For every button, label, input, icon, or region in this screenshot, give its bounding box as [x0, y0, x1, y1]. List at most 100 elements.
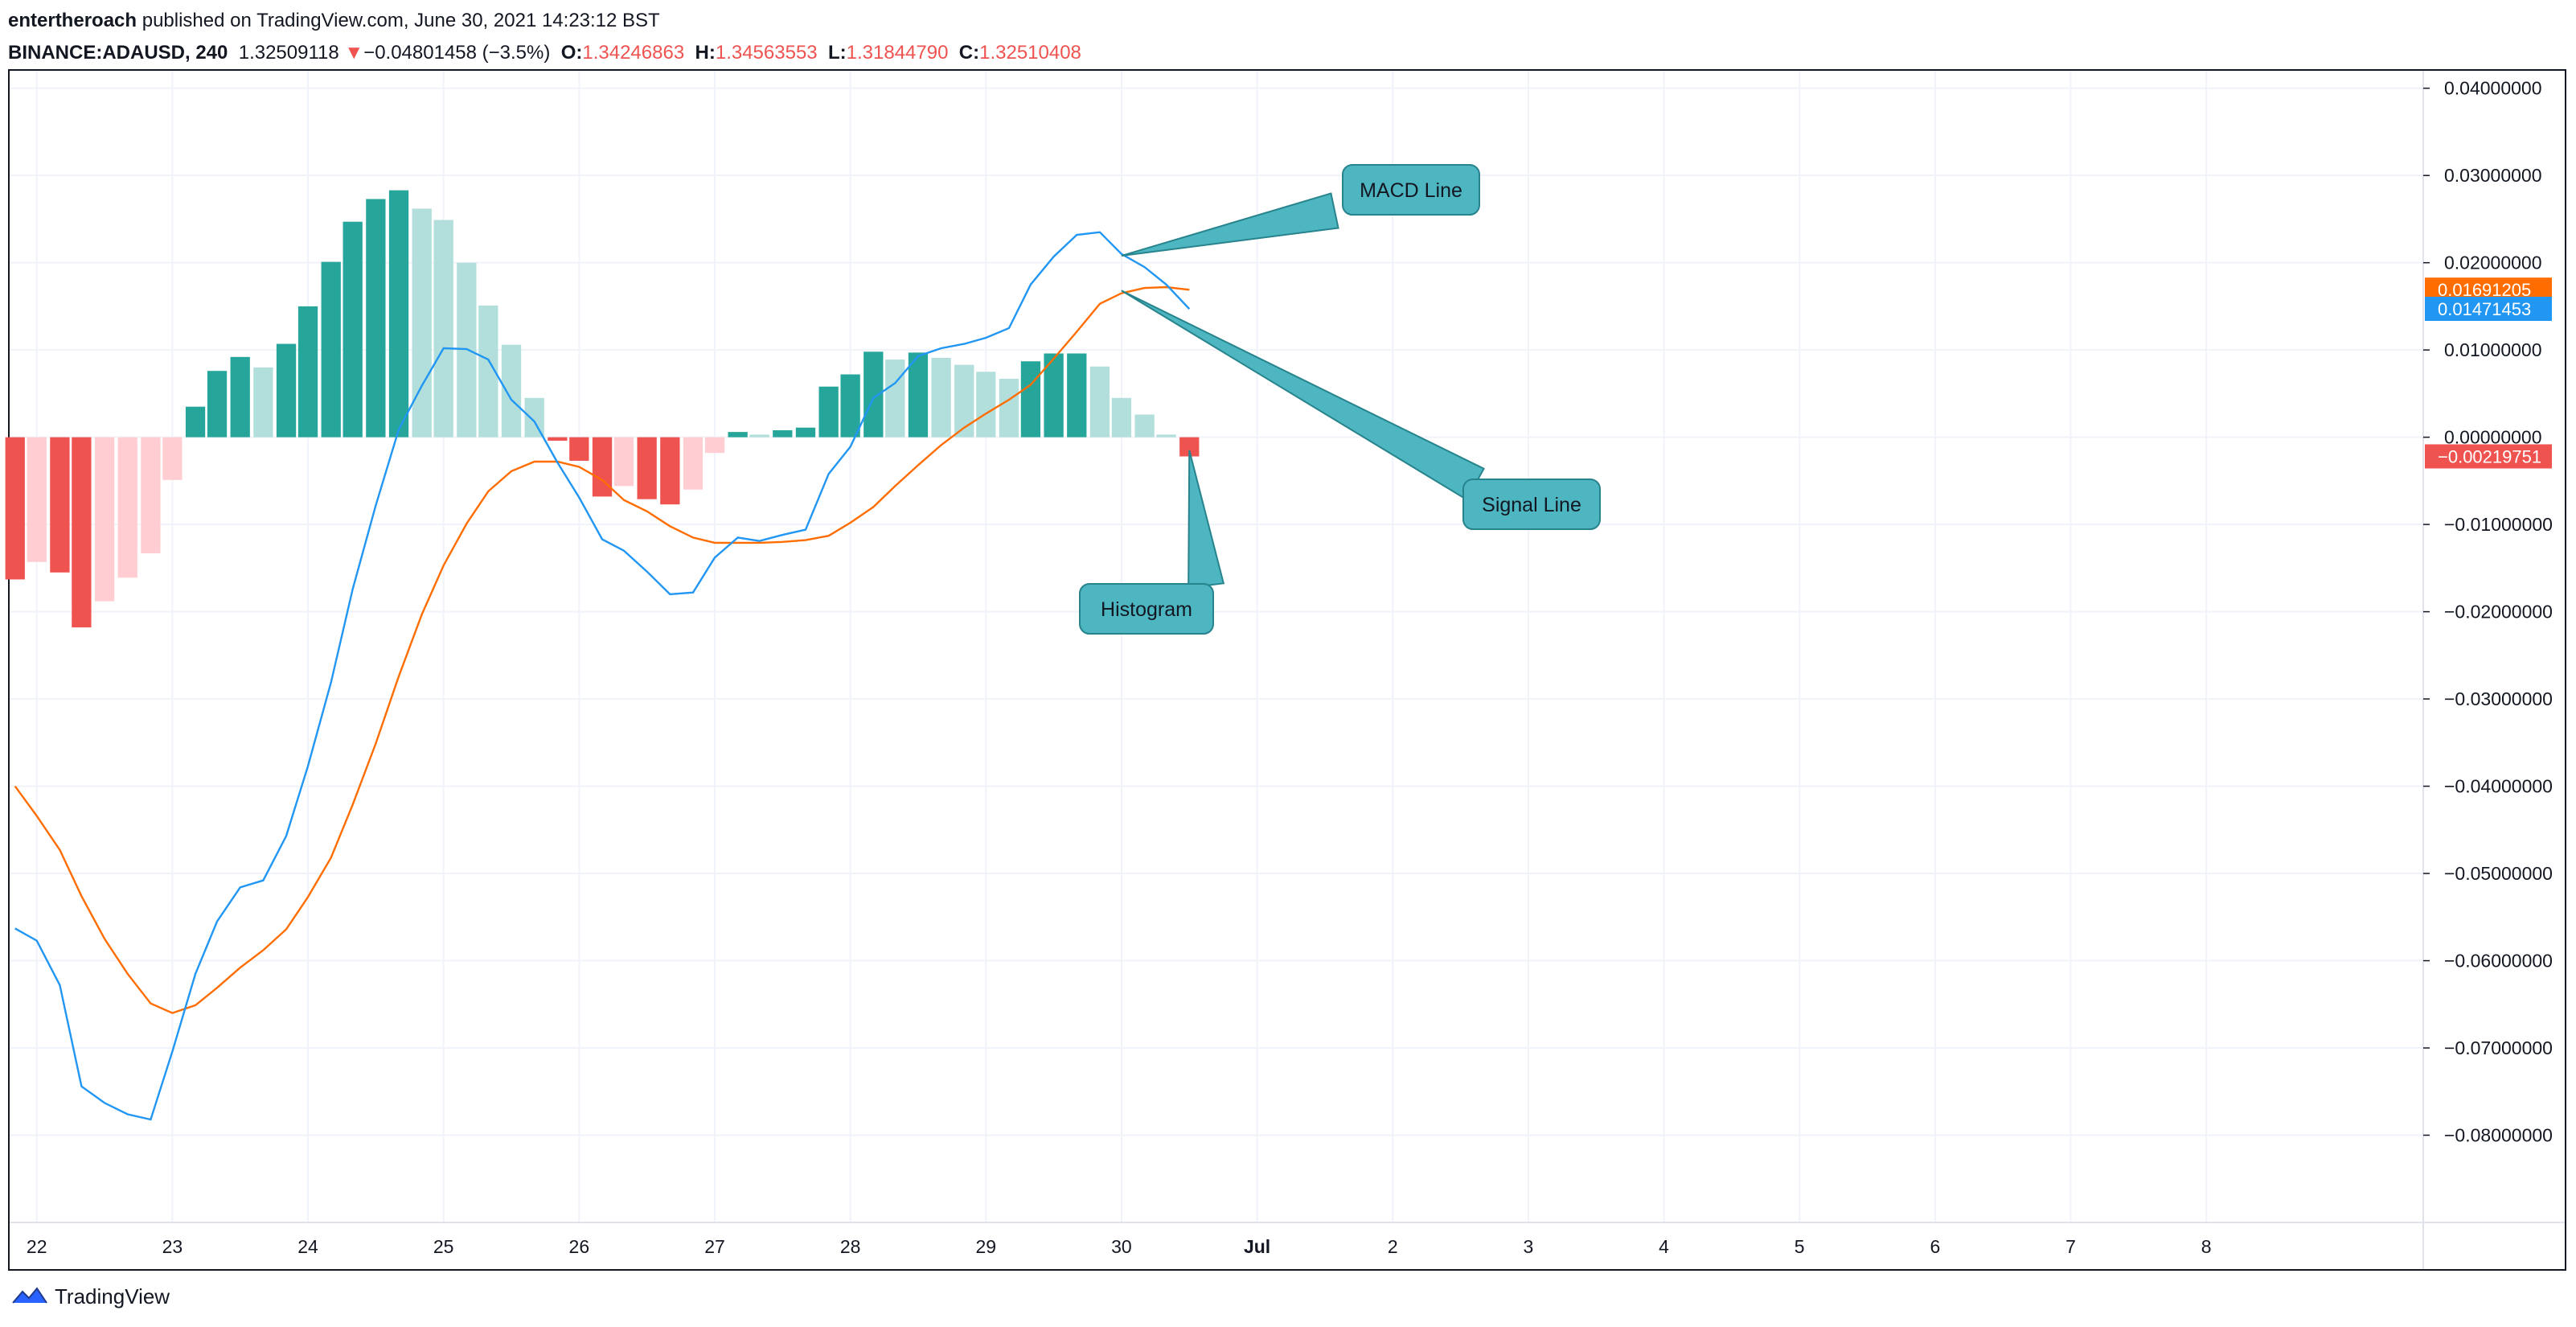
x-tick-label: 27: [704, 1236, 725, 1257]
histogram-bar: [637, 437, 657, 499]
last-price: 1.32509118: [238, 42, 339, 64]
y-tick-label: −0.02000000: [2444, 602, 2553, 622]
y-tick-label: −0.07000000: [2444, 1037, 2553, 1058]
y-tick-label: −0.01000000: [2444, 514, 2553, 535]
last-value-label: −0.00219751: [2438, 446, 2541, 466]
histogram-bar: [728, 432, 748, 438]
histogram-bar: [388, 190, 409, 438]
last-value-label: 0.01471453: [2438, 299, 2531, 319]
low-value: 1.31844790: [846, 42, 949, 64]
y-tick-label: 0.02000000: [2444, 253, 2542, 273]
macd-line: [14, 231, 1191, 1121]
published-text: published on TradingView.com, June 30, 2…: [137, 10, 660, 31]
histogram-bar: [863, 351, 884, 438]
callout-pointer: [1121, 192, 1339, 257]
indicator-lines: [14, 231, 1191, 1121]
histogram-bar: [1089, 366, 1110, 438]
histogram-bar: [660, 437, 680, 505]
tradingview-logo-icon: [12, 1287, 47, 1304]
y-tick-label: −0.06000000: [2444, 951, 2553, 972]
symbol-legend: BINANCE:ADAUSD, 240 1.32509118 ▼−0.04801…: [8, 37, 1081, 69]
x-tick-label: 24: [297, 1236, 318, 1257]
change-down-icon: ▼: [344, 42, 364, 64]
histogram-bar: [297, 306, 318, 438]
histogram-bar: [1020, 361, 1041, 438]
last-value-label: 0.01691205: [2438, 280, 2531, 300]
histogram-bar: [683, 437, 703, 490]
x-tick-label: 30: [1111, 1236, 1132, 1257]
callout-box[interactable]: [1079, 583, 1214, 635]
histogram-bar: [976, 372, 996, 438]
chart-frame[interactable]: [8, 69, 2566, 1271]
y-tick-label: −0.03000000: [2444, 688, 2553, 709]
histogram-bar: [592, 437, 613, 497]
x-tick-label: 8: [2201, 1236, 2212, 1257]
x-tick-label: 4: [1659, 1236, 1669, 1257]
histogram-bar: [954, 364, 974, 438]
y-tick-label: 0.00000000: [2444, 427, 2542, 448]
high-value: 1.34563553: [715, 42, 818, 64]
histogram-bar: [253, 367, 273, 438]
footer-brand[interactable]: TradingView: [11, 1280, 170, 1313]
last-value-tag: [2425, 444, 2552, 469]
histogram-bar: [27, 437, 47, 562]
histogram-bar: [207, 371, 228, 438]
histogram-bar: [1134, 414, 1155, 438]
x-tick-label: 5: [1795, 1236, 1805, 1257]
histogram-bar: [433, 220, 453, 438]
histogram-bar: [50, 437, 70, 573]
histogram-bar: [117, 437, 137, 578]
x-tick-label: 26: [569, 1236, 590, 1257]
y-tick-label: 0.03000000: [2444, 165, 2542, 186]
callout-box[interactable]: [1342, 164, 1480, 216]
callout-label: MACD Line: [1360, 179, 1462, 202]
callout-label: Histogram: [1101, 598, 1192, 621]
histogram-bar: [72, 437, 92, 628]
histogram-bar: [569, 437, 589, 461]
callout-label: Signal Line: [1482, 494, 1581, 516]
histogram-bar: [840, 374, 860, 438]
histogram-bar: [1111, 397, 1132, 438]
chart-header: entertheroach published on TradingView.c…: [8, 5, 1081, 69]
callout-box[interactable]: [1462, 479, 1601, 530]
histogram-bar: [548, 437, 568, 441]
callout-annotations[interactable]: MACD Line Signal Line Histogram: [1079, 164, 1601, 635]
close-value: 1.32510408: [979, 42, 1081, 64]
x-axis[interactable]: 22 23 24 25 26 27 28 29 30 Jul 2 3 4 5 6 7 8: [27, 1236, 2212, 1257]
y-tick-label: 0.01000000: [2444, 339, 2542, 360]
y-tick-label: −0.08000000: [2444, 1125, 2553, 1146]
histogram-bar: [230, 356, 250, 438]
histogram-bar: [1067, 353, 1087, 438]
histogram-bar: [321, 261, 341, 438]
histogram-bar: [366, 199, 386, 438]
author-name[interactable]: entertheroach: [8, 10, 137, 31]
x-tick-label: 22: [27, 1236, 47, 1257]
symbol-label[interactable]: BINANCE:ADAUSD, 240: [8, 42, 228, 64]
histogram-bar: [185, 406, 206, 438]
x-tick-label: 29: [975, 1236, 996, 1257]
last-value-tag: [2425, 297, 2552, 322]
low-label: L:: [827, 42, 847, 64]
histogram-bar: [524, 397, 544, 438]
footer-brand-text: TradingView: [55, 1284, 170, 1309]
histogram-bar: [818, 386, 839, 438]
histogram-bar: [94, 437, 115, 602]
histogram-bar: [1156, 434, 1176, 438]
x-tick-label: 23: [162, 1236, 183, 1257]
histogram-bar: [773, 429, 793, 438]
close-label: C:: [958, 42, 980, 64]
y-axis[interactable]: 0.04000000 0.03000000 0.02000000 0.01000000…: [2423, 78, 2553, 1146]
open-value: 1.34246863: [582, 42, 685, 64]
histogram-bar: [412, 208, 432, 438]
publish-info: entertheroach published on TradingView.c…: [8, 5, 1081, 37]
histogram-bar: [5, 437, 25, 580]
histogram-bar: [885, 359, 905, 438]
histogram-bar: [1179, 437, 1200, 457]
histogram-bar: [343, 221, 363, 438]
histogram-bars: [5, 190, 1200, 628]
x-tick-label: 2: [1388, 1236, 1398, 1257]
signal-line: [14, 286, 1190, 1014]
histogram-bar: [162, 437, 183, 480]
callout-pointer: [1121, 290, 1485, 501]
